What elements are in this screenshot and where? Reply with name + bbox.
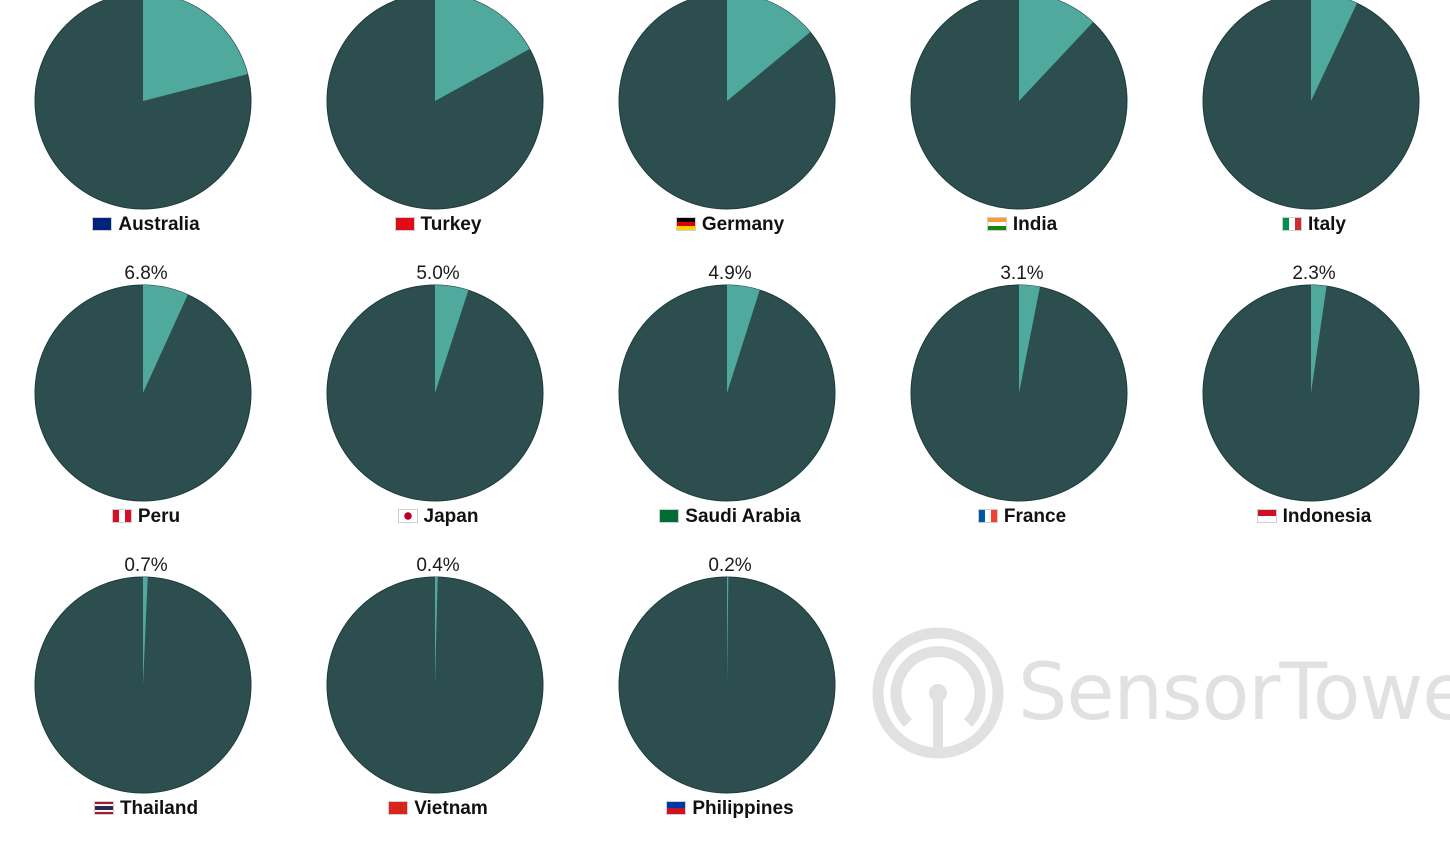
indonesia-flag-icon — [1256, 509, 1277, 523]
country-name: Vietnam — [414, 798, 488, 819]
country-name: France — [1003, 506, 1067, 527]
pie — [1202, 0, 1420, 210]
country-label: Italy — [1168, 214, 1450, 236]
country-label: Vietnam — [292, 798, 584, 820]
data-label: 3.1% — [1000, 263, 1044, 284]
pie-slice-share — [435, 0, 530, 101]
data-label: 4.9% — [708, 263, 752, 284]
saudi-arabia-flag-icon — [659, 509, 680, 523]
country-name: Saudi Arabia — [685, 506, 801, 527]
pie-slice-share — [435, 285, 469, 393]
pie — [618, 576, 836, 794]
data-label: 6.8% — [124, 263, 168, 284]
country-name: Turkey — [420, 214, 482, 235]
australia-flag-icon — [92, 217, 113, 231]
turkey-flag-icon — [394, 217, 415, 231]
pie — [618, 0, 836, 210]
pie-chart-france: 3.1% France — [876, 263, 1168, 576]
pie-chart-thailand: 0.7% Thailand — [0, 555, 292, 868]
pie-chart-vietnam: 0.4% Vietnam — [292, 555, 584, 868]
pie-slice-share — [143, 576, 148, 685]
pie-slice-share — [1019, 0, 1093, 101]
pie — [34, 576, 252, 794]
pie — [326, 284, 544, 502]
pie — [618, 284, 836, 502]
country-label: Indonesia — [1168, 506, 1450, 528]
pie — [910, 284, 1128, 502]
data-label: 2.3% — [1292, 263, 1336, 284]
pie-slice-share — [1311, 285, 1327, 393]
pie-chart-peru: 6.8% Peru — [0, 263, 292, 576]
pie-slice-share — [435, 576, 438, 685]
pie-slice-remainder — [1202, 0, 1420, 210]
country-name: Japan — [423, 506, 479, 527]
pie-chart-turkey: Turkey — [292, 0, 584, 284]
country-label: Saudi Arabia — [584, 506, 876, 528]
data-label: 0.4% — [416, 555, 460, 576]
pie-chart-saudi-arabia: 4.9% Saudi Arabia — [584, 263, 876, 576]
pie-slice-share — [727, 0, 811, 101]
data-label: 0.7% — [124, 555, 168, 576]
country-name: Australia — [118, 214, 200, 235]
pie-slice-share — [1019, 285, 1040, 393]
country-label: France — [876, 506, 1168, 528]
country-label: Philippines — [584, 798, 876, 820]
pie-chart-australia: 21.0%Australia — [0, 0, 292, 284]
pie-chart-indonesia: 2.3% Indonesia — [1168, 263, 1450, 576]
data-label: 5.0% — [416, 263, 460, 284]
vietnam-flag-icon — [388, 801, 409, 815]
sensor-tower-watermark: SensorTower — [870, 625, 1450, 765]
pie-chart-germany: Germany — [584, 0, 876, 284]
pie — [326, 576, 544, 794]
pie-slice-share — [1311, 0, 1357, 101]
pie-chart-japan: 5.0% Japan — [292, 263, 584, 576]
country-label: Australia — [0, 214, 292, 236]
pie-slice-remainder — [910, 0, 1128, 210]
pie — [1202, 284, 1420, 502]
pie-slice-share — [727, 285, 760, 393]
country-name: Peru — [137, 506, 181, 527]
country-name: Italy — [1307, 214, 1347, 235]
country-name: India — [1012, 214, 1058, 235]
germany-flag-icon — [675, 217, 696, 231]
sensor-tower-wordmark: SensorTower — [1018, 648, 1450, 738]
thailand-flag-icon — [93, 801, 114, 815]
country-name: Germany — [701, 214, 785, 235]
france-flag-icon — [977, 509, 998, 523]
japan-flag-icon — [397, 509, 418, 523]
pie-slice-share — [143, 0, 248, 101]
pie — [34, 0, 252, 210]
country-name: Thailand — [119, 798, 199, 819]
sensor-tower-logo-icon — [872, 627, 1004, 759]
country-name: Indonesia — [1282, 506, 1372, 527]
pie — [326, 0, 544, 210]
country-label: Peru — [0, 506, 292, 528]
india-flag-icon — [986, 217, 1007, 231]
philippines-flag-icon — [666, 801, 687, 815]
country-label: Thailand — [0, 798, 292, 820]
country-label: Germany — [584, 214, 876, 236]
pie — [910, 0, 1128, 210]
data-label: 0.2% — [708, 555, 752, 576]
country-label: Japan — [292, 506, 584, 528]
pie-chart-italy: Italy — [1168, 0, 1450, 284]
country-name: Philippines — [692, 798, 794, 819]
pie-chart-grid: 21.0%Australia Turkey Germany India Italy 6.8… — [0, 0, 1450, 819]
country-label: Turkey — [292, 214, 584, 236]
pie-chart-philippines: 0.2% Philippines — [584, 555, 876, 868]
pie-chart-india: India — [876, 0, 1168, 284]
pie-slice-share — [143, 285, 188, 393]
pie-slice-share — [727, 577, 729, 685]
pie — [34, 284, 252, 502]
country-label: India — [876, 214, 1168, 236]
peru-flag-icon — [111, 509, 132, 523]
italy-flag-icon — [1281, 217, 1302, 231]
